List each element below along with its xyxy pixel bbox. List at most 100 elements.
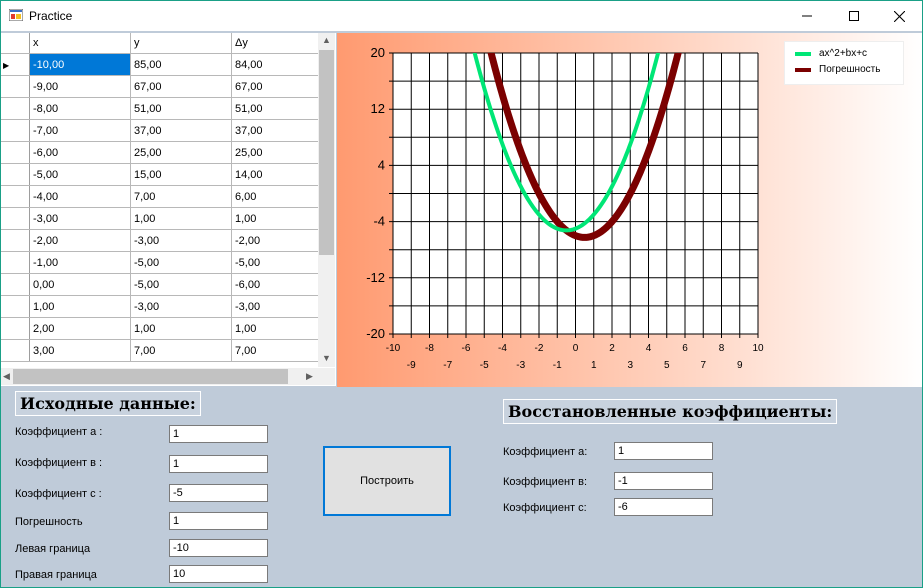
title-bar: Practice — [1, 1, 922, 31]
cell-y[interactable]: 51,00 — [130, 97, 232, 120]
row-header[interactable] — [1, 185, 30, 208]
cell-delta-y[interactable]: 67,00 — [231, 75, 322, 98]
cell-x[interactable]: -3,00 — [29, 207, 131, 230]
cell-delta-y[interactable]: 37,00 — [231, 119, 322, 142]
x-tick-label: 9 — [737, 360, 743, 371]
app-window-icon — [9, 9, 23, 21]
cell-x[interactable]: -5,00 — [29, 163, 131, 186]
restored-c-field[interactable] — [614, 498, 713, 516]
cell-delta-y[interactable]: 84,00 — [231, 53, 322, 76]
table-row[interactable]: ▶ -10,00 85,00 84,00 — [1, 53, 322, 76]
cell-x[interactable]: -1,00 — [29, 251, 131, 274]
row-header[interactable] — [1, 75, 30, 98]
cell-delta-y[interactable]: 14,00 — [231, 163, 322, 186]
grid-vertical-scrollbar[interactable]: ▲ ▼ — [318, 33, 335, 367]
cell-x[interactable]: -2,00 — [29, 229, 131, 252]
table-row[interactable]: -6,00 25,00 25,00 — [1, 141, 322, 164]
cell-y[interactable]: -5,00 — [130, 273, 232, 296]
table-row[interactable]: -7,00 37,00 37,00 — [1, 119, 322, 142]
row-header[interactable] — [1, 207, 30, 230]
cell-y[interactable]: 7,00 — [130, 185, 232, 208]
cell-y[interactable]: 25,00 — [130, 141, 232, 164]
cell-x[interactable]: 0,00 — [29, 273, 131, 296]
cell-y[interactable]: -5,00 — [130, 251, 232, 274]
table-row[interactable]: -2,00 -3,00 -2,00 — [1, 229, 322, 252]
scroll-left-arrow-icon[interactable]: ◀ — [3, 371, 10, 381]
cell-x[interactable]: 3,00 — [29, 339, 131, 362]
cell-y[interactable]: 37,00 — [130, 119, 232, 142]
table-row[interactable]: 0,00 -5,00 -6,00 — [1, 273, 322, 296]
cell-y[interactable]: 67,00 — [130, 75, 232, 98]
row-header[interactable] — [1, 317, 30, 340]
maximize-button[interactable] — [831, 1, 877, 31]
cell-delta-y[interactable]: -3,00 — [231, 295, 322, 318]
coef-a-input[interactable] — [169, 425, 268, 443]
cell-y[interactable]: -3,00 — [130, 295, 232, 318]
error-input[interactable] — [169, 512, 268, 530]
row-header[interactable] — [1, 97, 30, 120]
grid-horizontal-scrollbar[interactable]: ◀ ▶ — [1, 368, 318, 385]
table-row[interactable]: 3,00 7,00 7,00 — [1, 339, 322, 362]
row-header[interactable] — [1, 251, 30, 274]
cell-delta-y[interactable]: -6,00 — [231, 273, 322, 296]
right-bound-input[interactable] — [169, 565, 268, 583]
table-row[interactable]: -8,00 51,00 51,00 — [1, 97, 322, 120]
row-header[interactable] — [1, 163, 30, 186]
restored-b-field[interactable] — [614, 472, 713, 490]
scroll-right-arrow-icon[interactable]: ▶ — [306, 371, 313, 381]
column-header-y[interactable]: y — [130, 33, 232, 54]
minimize-button[interactable] — [784, 1, 830, 31]
table-row[interactable]: 2,00 1,00 1,00 — [1, 317, 322, 340]
row-header[interactable] — [1, 141, 30, 164]
close-button[interactable] — [876, 1, 922, 31]
scroll-up-arrow-icon[interactable]: ▲ — [322, 35, 331, 45]
grid-vertical-scroll-thumb[interactable] — [319, 50, 334, 255]
table-row[interactable]: -4,00 7,00 6,00 — [1, 185, 322, 208]
scroll-down-arrow-icon[interactable]: ▼ — [322, 353, 331, 363]
restored-a-label: Коэффициент а: — [503, 446, 588, 458]
data-grid[interactable]: x y Δy ▶ -10,00 85,00 84,00 -9,00 67,00 67,00-… — [1, 33, 336, 386]
cell-y[interactable]: 15,00 — [130, 163, 232, 186]
coef-b-input[interactable] — [169, 455, 268, 473]
column-header-x[interactable]: x — [29, 33, 131, 54]
coef-c-input[interactable] — [169, 484, 268, 502]
cell-delta-y[interactable]: -2,00 — [231, 229, 322, 252]
table-row[interactable]: -9,00 67,00 67,00 — [1, 75, 322, 98]
cell-y[interactable]: 1,00 — [130, 317, 232, 340]
cell-y[interactable]: 1,00 — [130, 207, 232, 230]
row-header[interactable] — [1, 229, 30, 252]
cell-delta-y[interactable]: 1,00 — [231, 207, 322, 230]
cell-delta-y[interactable]: 1,00 — [231, 317, 322, 340]
cell-x[interactable]: -7,00 — [29, 119, 131, 142]
cell-x[interactable]: -6,00 — [29, 141, 131, 164]
cell-delta-y[interactable]: 7,00 — [231, 339, 322, 362]
cell-y[interactable]: 7,00 — [130, 339, 232, 362]
row-header[interactable] — [1, 119, 30, 142]
cell-delta-y[interactable]: -5,00 — [231, 251, 322, 274]
column-header-delta-y[interactable]: Δy — [231, 33, 322, 54]
cell-x[interactable]: -9,00 — [29, 75, 131, 98]
cell-y[interactable]: -3,00 — [130, 229, 232, 252]
cell-x[interactable]: 1,00 — [29, 295, 131, 318]
table-row[interactable]: -1,00 -5,00 -5,00 — [1, 251, 322, 274]
cell-delta-y[interactable]: 25,00 — [231, 141, 322, 164]
row-header[interactable] — [1, 339, 30, 362]
left-bound-input[interactable] — [169, 539, 268, 557]
row-header[interactable]: ▶ — [1, 53, 30, 76]
table-row[interactable]: 1,00 -3,00 -3,00 — [1, 295, 322, 318]
cell-y[interactable]: 85,00 — [130, 53, 232, 76]
cell-x[interactable]: -4,00 — [29, 185, 131, 208]
restored-a-field[interactable] — [614, 442, 713, 460]
cell-x[interactable]: 2,00 — [29, 317, 131, 340]
y-tick-label: 12 — [371, 101, 385, 116]
grid-horizontal-scroll-thumb[interactable] — [13, 369, 288, 384]
row-header[interactable] — [1, 273, 30, 296]
table-row[interactable]: -5,00 15,00 14,00 — [1, 163, 322, 186]
cell-x[interactable]: -8,00 — [29, 97, 131, 120]
cell-delta-y[interactable]: 51,00 — [231, 97, 322, 120]
cell-delta-y[interactable]: 6,00 — [231, 185, 322, 208]
row-header[interactable] — [1, 295, 30, 318]
build-button[interactable]: Построить — [323, 446, 451, 516]
cell-x[interactable]: -10,00 — [29, 53, 131, 76]
table-row[interactable]: -3,00 1,00 1,00 — [1, 207, 322, 230]
